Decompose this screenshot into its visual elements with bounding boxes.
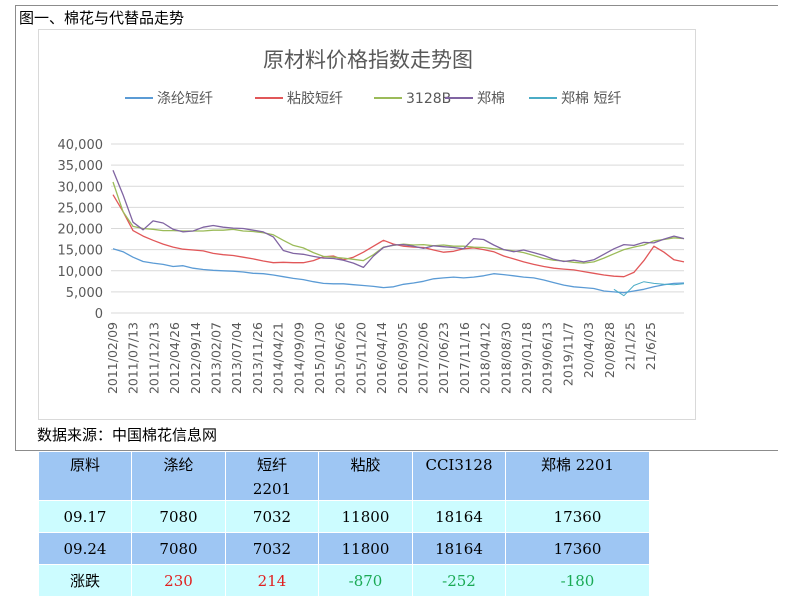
x-tick-label: 2017/02/06 bbox=[416, 322, 431, 394]
series-line bbox=[613, 281, 685, 297]
x-tick-label: 2016/09/05 bbox=[395, 322, 410, 394]
change-value-up: 214 bbox=[225, 564, 319, 597]
y-tick-label: 10,000 bbox=[58, 265, 104, 280]
legend-label: 郑棉 bbox=[477, 90, 505, 107]
x-tick-label: 20/04/03 bbox=[581, 322, 596, 378]
x-tick-label: 2013/02/07 bbox=[209, 322, 224, 394]
figure-frame bbox=[15, 5, 778, 451]
y-tick-label: 20,000 bbox=[58, 223, 104, 238]
y-tick-label: 5,000 bbox=[66, 286, 103, 301]
chart-title: 原材料价格指数走势图 bbox=[263, 48, 473, 72]
x-tick-label: 2018/04/12 bbox=[478, 322, 493, 394]
x-tick-label: 2018/08/30 bbox=[498, 322, 513, 394]
x-tick-label: 2011/07/13 bbox=[126, 322, 141, 394]
legend-label: 粘胶短纤 bbox=[287, 90, 343, 107]
x-tick-label: 20/08/28 bbox=[602, 322, 617, 378]
x-tick-label: 2017/06/23 bbox=[436, 322, 451, 394]
change-value-down: -870 bbox=[318, 564, 413, 597]
header-material: 原料 bbox=[38, 451, 132, 501]
x-tick-label: 2012/04/26 bbox=[167, 322, 182, 394]
table-cell: 11800 bbox=[318, 500, 413, 533]
x-tick-label: 2013/07/04 bbox=[229, 322, 244, 394]
table-cell: 7032 bbox=[225, 532, 319, 565]
header-cci3128: CCI3128 bbox=[412, 451, 506, 501]
header-short-fiber: 短纤 2201 bbox=[225, 451, 319, 501]
series-line bbox=[112, 248, 685, 294]
header-zhengmian: 郑棉 2201 bbox=[505, 451, 650, 501]
legend-label: 郑棉 短纤 bbox=[561, 90, 621, 107]
x-tick-label: 2012/09/14 bbox=[188, 322, 203, 394]
x-tick-label: 2019/06/13 bbox=[540, 322, 555, 394]
table-cell: 18164 bbox=[412, 500, 506, 533]
table-row-change: 涨跌 230 214 -870 -252 -180 bbox=[38, 564, 650, 597]
x-tick-label: 2015/01/30 bbox=[312, 322, 327, 394]
y-tick-label: 40,000 bbox=[58, 138, 104, 153]
chart-area: 原材料价格指数走势图涤纶短纤 粘胶短纤 3128B 郑棉 郑棉 短纤 40,000 35,0… bbox=[38, 29, 696, 420]
source-note: 数据来源：中国棉花信息网 bbox=[37, 426, 218, 444]
x-tick-label: 2019/01/18 bbox=[519, 322, 534, 394]
table-cell: 7080 bbox=[131, 500, 226, 533]
table-cell: 涨跌 bbox=[38, 564, 132, 597]
y-tick-label: 35,000 bbox=[58, 159, 104, 174]
change-value-down: -252 bbox=[412, 564, 506, 597]
header-polyester: 涤纶 bbox=[131, 451, 226, 501]
legend-label: 涤纶短纤 bbox=[157, 91, 213, 107]
x-tick-label: 2014/04/21 bbox=[271, 322, 286, 394]
change-value-down: -180 bbox=[505, 564, 650, 597]
x-tick-label: 21/6/25 bbox=[643, 322, 658, 370]
change-value-up: 230 bbox=[131, 564, 226, 597]
y-tick-label: 0 bbox=[95, 307, 103, 322]
table-cell: 09.24 bbox=[38, 532, 132, 565]
table-cell: 7032 bbox=[225, 500, 319, 533]
x-tick-label: 2015/11/20 bbox=[353, 322, 368, 394]
y-tick-label: 30,000 bbox=[58, 180, 104, 195]
series-line bbox=[112, 169, 685, 269]
price-table: 原料 涤纶 短纤 2201 粘胶 CCI3128 郑棉 2201 09.17 70… bbox=[38, 451, 650, 597]
x-tick-label: 2011/02/09 bbox=[105, 322, 120, 394]
x-tick-label: 2017/11/16 bbox=[457, 322, 472, 394]
y-tick-label: 25,000 bbox=[58, 201, 104, 216]
legend-label: 3128B bbox=[406, 91, 451, 107]
table-row: 09.24 7080 7032 11800 18164 17360 bbox=[38, 532, 650, 565]
x-tick-label: 21/1/25 bbox=[623, 322, 638, 370]
figure-title: 图一、棉花与代替品走势 bbox=[19, 9, 185, 27]
x-tick-label: 2011/12/13 bbox=[146, 322, 161, 394]
table-cell: 17360 bbox=[505, 532, 650, 565]
table-cell: 11800 bbox=[318, 532, 413, 565]
x-tick-label: 2014/09/09 bbox=[291, 322, 306, 394]
x-tick-label: 2015/06/26 bbox=[333, 322, 348, 394]
table-row: 09.17 7080 7032 11800 18164 17360 bbox=[38, 500, 650, 533]
x-tick-label: 2016/04/14 bbox=[374, 322, 389, 394]
table-header-row: 原料 涤纶 短纤 2201 粘胶 CCI3128 郑棉 2201 bbox=[38, 451, 650, 501]
table-cell: 18164 bbox=[412, 532, 506, 565]
header-viscose: 粘胶 bbox=[318, 451, 413, 501]
table-cell: 7080 bbox=[131, 532, 226, 565]
table-cell: 09.17 bbox=[38, 500, 132, 533]
table-cell: 17360 bbox=[505, 500, 650, 533]
x-tick-label: 2019/11/7 bbox=[560, 322, 575, 386]
x-tick-label: 2013/11/26 bbox=[250, 322, 265, 394]
y-tick-label: 15,000 bbox=[58, 244, 104, 259]
